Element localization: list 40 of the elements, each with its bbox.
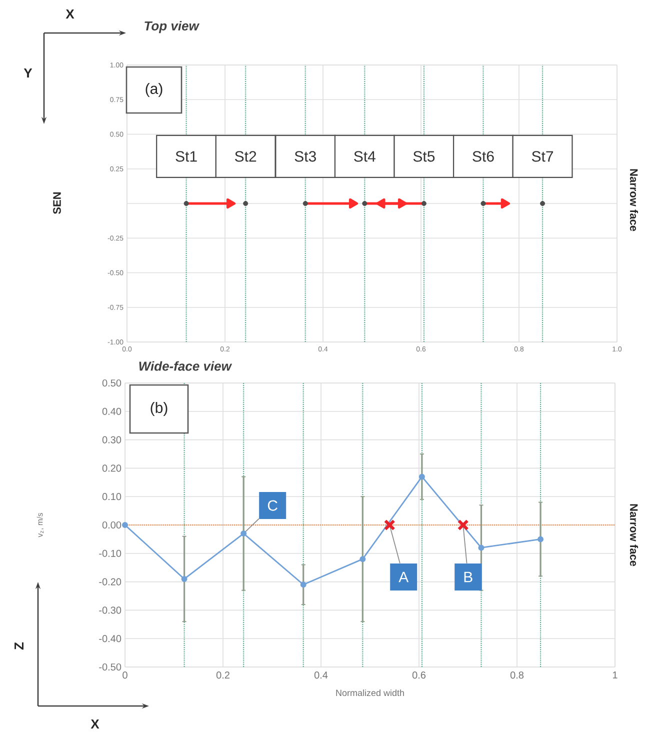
x-axis-title: Normalized width	[336, 689, 404, 696]
y-axis-title: v$_{z}$, m/s	[36, 512, 44, 538]
annotation: B	[464, 572, 472, 582]
text: Narrow face	[630, 169, 638, 232]
text: Z	[14, 642, 24, 650]
chart-title: Wide-face view	[139, 361, 232, 371]
annotation: C	[268, 500, 278, 511]
x-tick-label: 0	[122, 672, 128, 679]
chart-title: Top view	[144, 20, 200, 34]
text: SEN	[53, 192, 61, 214]
annotation: (b)	[150, 402, 168, 416]
ref-line-label: St2	[235, 151, 256, 162]
y-tick-label: 0.50	[102, 379, 122, 387]
ref-line-label: St1	[176, 151, 197, 162]
ref-line-label: St7	[532, 151, 554, 162]
x-tick-label: 0.2	[216, 672, 230, 679]
annotation: (a)	[146, 83, 162, 97]
y-tick-label: -0.40	[99, 635, 122, 642]
y-tick-label: 0.10	[102, 493, 122, 500]
y-tick-label: -0.20	[99, 578, 122, 586]
ref-line-label: St6	[472, 151, 494, 162]
text: X	[90, 720, 100, 728]
y-tick-label: -0.50	[99, 663, 122, 671]
x-tick-label: 0.6	[412, 672, 426, 679]
y-tick-label: -0.10	[99, 550, 122, 557]
ref-line-label: St5	[413, 151, 435, 162]
x-tick-label: 0.8	[510, 672, 524, 679]
ref-line-label: St4	[354, 151, 376, 162]
x-tick-label: 1	[612, 672, 618, 678]
y-tick-label: 0.00	[102, 521, 122, 529]
text: Narrow face	[630, 504, 638, 566]
text: X	[66, 10, 74, 18]
x-tick-label: 0.4	[314, 672, 328, 679]
annotation: A	[398, 572, 409, 582]
y-tick-label: -0.30	[99, 606, 122, 614]
y-tick-label: 0.20	[102, 464, 122, 472]
text: Y	[24, 68, 32, 78]
y-tick-label: 0.40	[102, 408, 122, 415]
ref-line-label: St3	[294, 151, 316, 162]
y-tick-label: 0.30	[102, 436, 122, 444]
